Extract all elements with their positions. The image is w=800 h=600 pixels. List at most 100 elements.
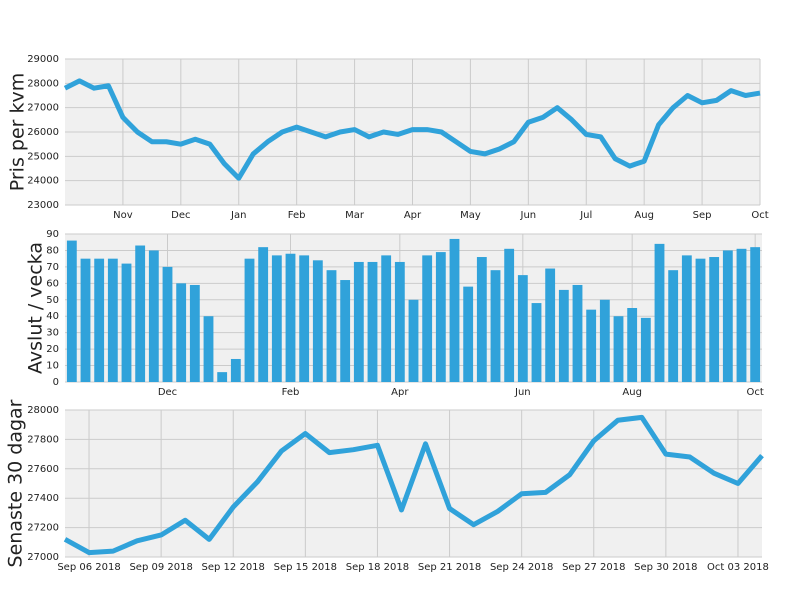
y-tick-label: 10 <box>46 361 59 372</box>
bar <box>367 261 378 382</box>
bar <box>176 283 187 382</box>
y-tick-label: 28000 <box>27 78 59 89</box>
y-axis-label: Pris per kvm <box>7 73 29 192</box>
bar <box>668 270 679 382</box>
y-tick-label: 80 <box>46 245 59 256</box>
x-tick-label: Sep 15 2018 <box>274 562 337 573</box>
bar <box>599 299 610 382</box>
y-tick-label: 28000 <box>27 405 59 416</box>
bar <box>545 268 556 382</box>
bar <box>722 250 733 382</box>
bar <box>217 372 228 382</box>
x-tick-label: Sep 18 2018 <box>346 562 409 573</box>
x-tick-label: Aug <box>622 387 642 398</box>
x-tick-label: Sep 30 2018 <box>634 562 697 573</box>
y-tick-label: 27400 <box>27 493 59 504</box>
bar <box>353 261 364 382</box>
bar <box>422 255 433 382</box>
bar <box>381 255 392 382</box>
bar <box>258 247 269 382</box>
x-tick-label: Feb <box>288 210 306 221</box>
x-tick-label: Sep 27 2018 <box>562 562 625 573</box>
bar <box>490 270 501 382</box>
bar <box>271 255 282 382</box>
bar <box>121 263 132 382</box>
bar <box>531 303 542 382</box>
bar <box>162 266 173 382</box>
bar <box>504 248 515 382</box>
bar <box>94 258 105 382</box>
y-axis-label: Senaste 30 dagar <box>5 399 27 567</box>
bar <box>640 317 651 382</box>
bar <box>244 258 255 382</box>
y-tick-label: 27000 <box>27 103 59 114</box>
y-tick-label: 27800 <box>27 434 59 445</box>
y-axis-label: Avslut / vecka <box>25 242 47 374</box>
bar <box>463 286 474 382</box>
y-tick-label: 90 <box>46 229 59 240</box>
bar <box>80 258 91 382</box>
x-tick-label: Sep 21 2018 <box>418 562 481 573</box>
x-tick-label: Mar <box>345 210 365 221</box>
bar <box>394 261 405 382</box>
y-tick-label: 50 <box>46 295 59 306</box>
y-tick-label: 25000 <box>27 151 59 162</box>
bar <box>695 258 706 382</box>
x-tick-label: May <box>460 210 481 221</box>
bar <box>340 280 351 382</box>
x-tick-label: Jun <box>520 210 537 221</box>
x-tick-label: Oct 03 2018 <box>707 562 769 573</box>
x-tick-label: Jul <box>579 210 592 221</box>
bar <box>654 243 665 382</box>
y-tick-label: 30 <box>46 328 59 339</box>
y-tick-label: 27000 <box>27 552 59 563</box>
x-tick-label: Apr <box>391 387 409 398</box>
x-tick-label: Sep 12 2018 <box>202 562 265 573</box>
y-tick-label: 70 <box>46 262 59 273</box>
x-tick-label: Sep 06 2018 <box>57 562 120 573</box>
x-tick-label: Jun <box>514 387 531 398</box>
x-tick-label: Apr <box>404 210 422 221</box>
bar <box>586 309 597 382</box>
x-tick-label: Dec <box>171 210 190 221</box>
bar <box>66 240 77 382</box>
x-tick-label: Oct <box>747 387 764 398</box>
bar <box>681 255 692 382</box>
y-tick-label: 27600 <box>27 464 59 475</box>
bar <box>189 284 200 382</box>
y-tick-label: 20 <box>46 344 59 355</box>
bar <box>408 299 419 382</box>
x-tick-label: Oct <box>751 210 768 221</box>
y-tick-label: 40 <box>46 311 59 322</box>
x-tick-label: Aug <box>634 210 654 221</box>
y-tick-label: 0 <box>53 377 59 388</box>
bar <box>148 250 159 382</box>
x-tick-label: Sep 09 2018 <box>129 562 192 573</box>
y-tick-label: 24000 <box>27 176 59 187</box>
bar <box>709 257 720 382</box>
x-tick-label: Dec <box>158 387 177 398</box>
y-tick-label: 27200 <box>27 523 59 534</box>
bar <box>476 257 487 382</box>
bar <box>627 308 638 382</box>
bar <box>517 275 528 382</box>
bar <box>203 316 214 382</box>
bar <box>135 245 146 382</box>
x-tick-label: Sep 24 2018 <box>490 562 553 573</box>
bar <box>230 358 241 382</box>
bar <box>449 238 460 382</box>
bar <box>750 247 761 382</box>
x-tick-label: Jan <box>230 210 246 221</box>
bar <box>326 270 337 382</box>
bar <box>572 284 583 382</box>
bar <box>613 316 624 382</box>
line <box>63 78 761 181</box>
y-tick-label: 60 <box>46 278 59 289</box>
line <box>63 414 764 556</box>
y-tick-label: 29000 <box>27 54 59 65</box>
y-tick-label: 23000 <box>27 200 59 211</box>
bar <box>285 253 296 382</box>
bar <box>558 289 569 382</box>
x-tick-label: Nov <box>113 210 133 221</box>
